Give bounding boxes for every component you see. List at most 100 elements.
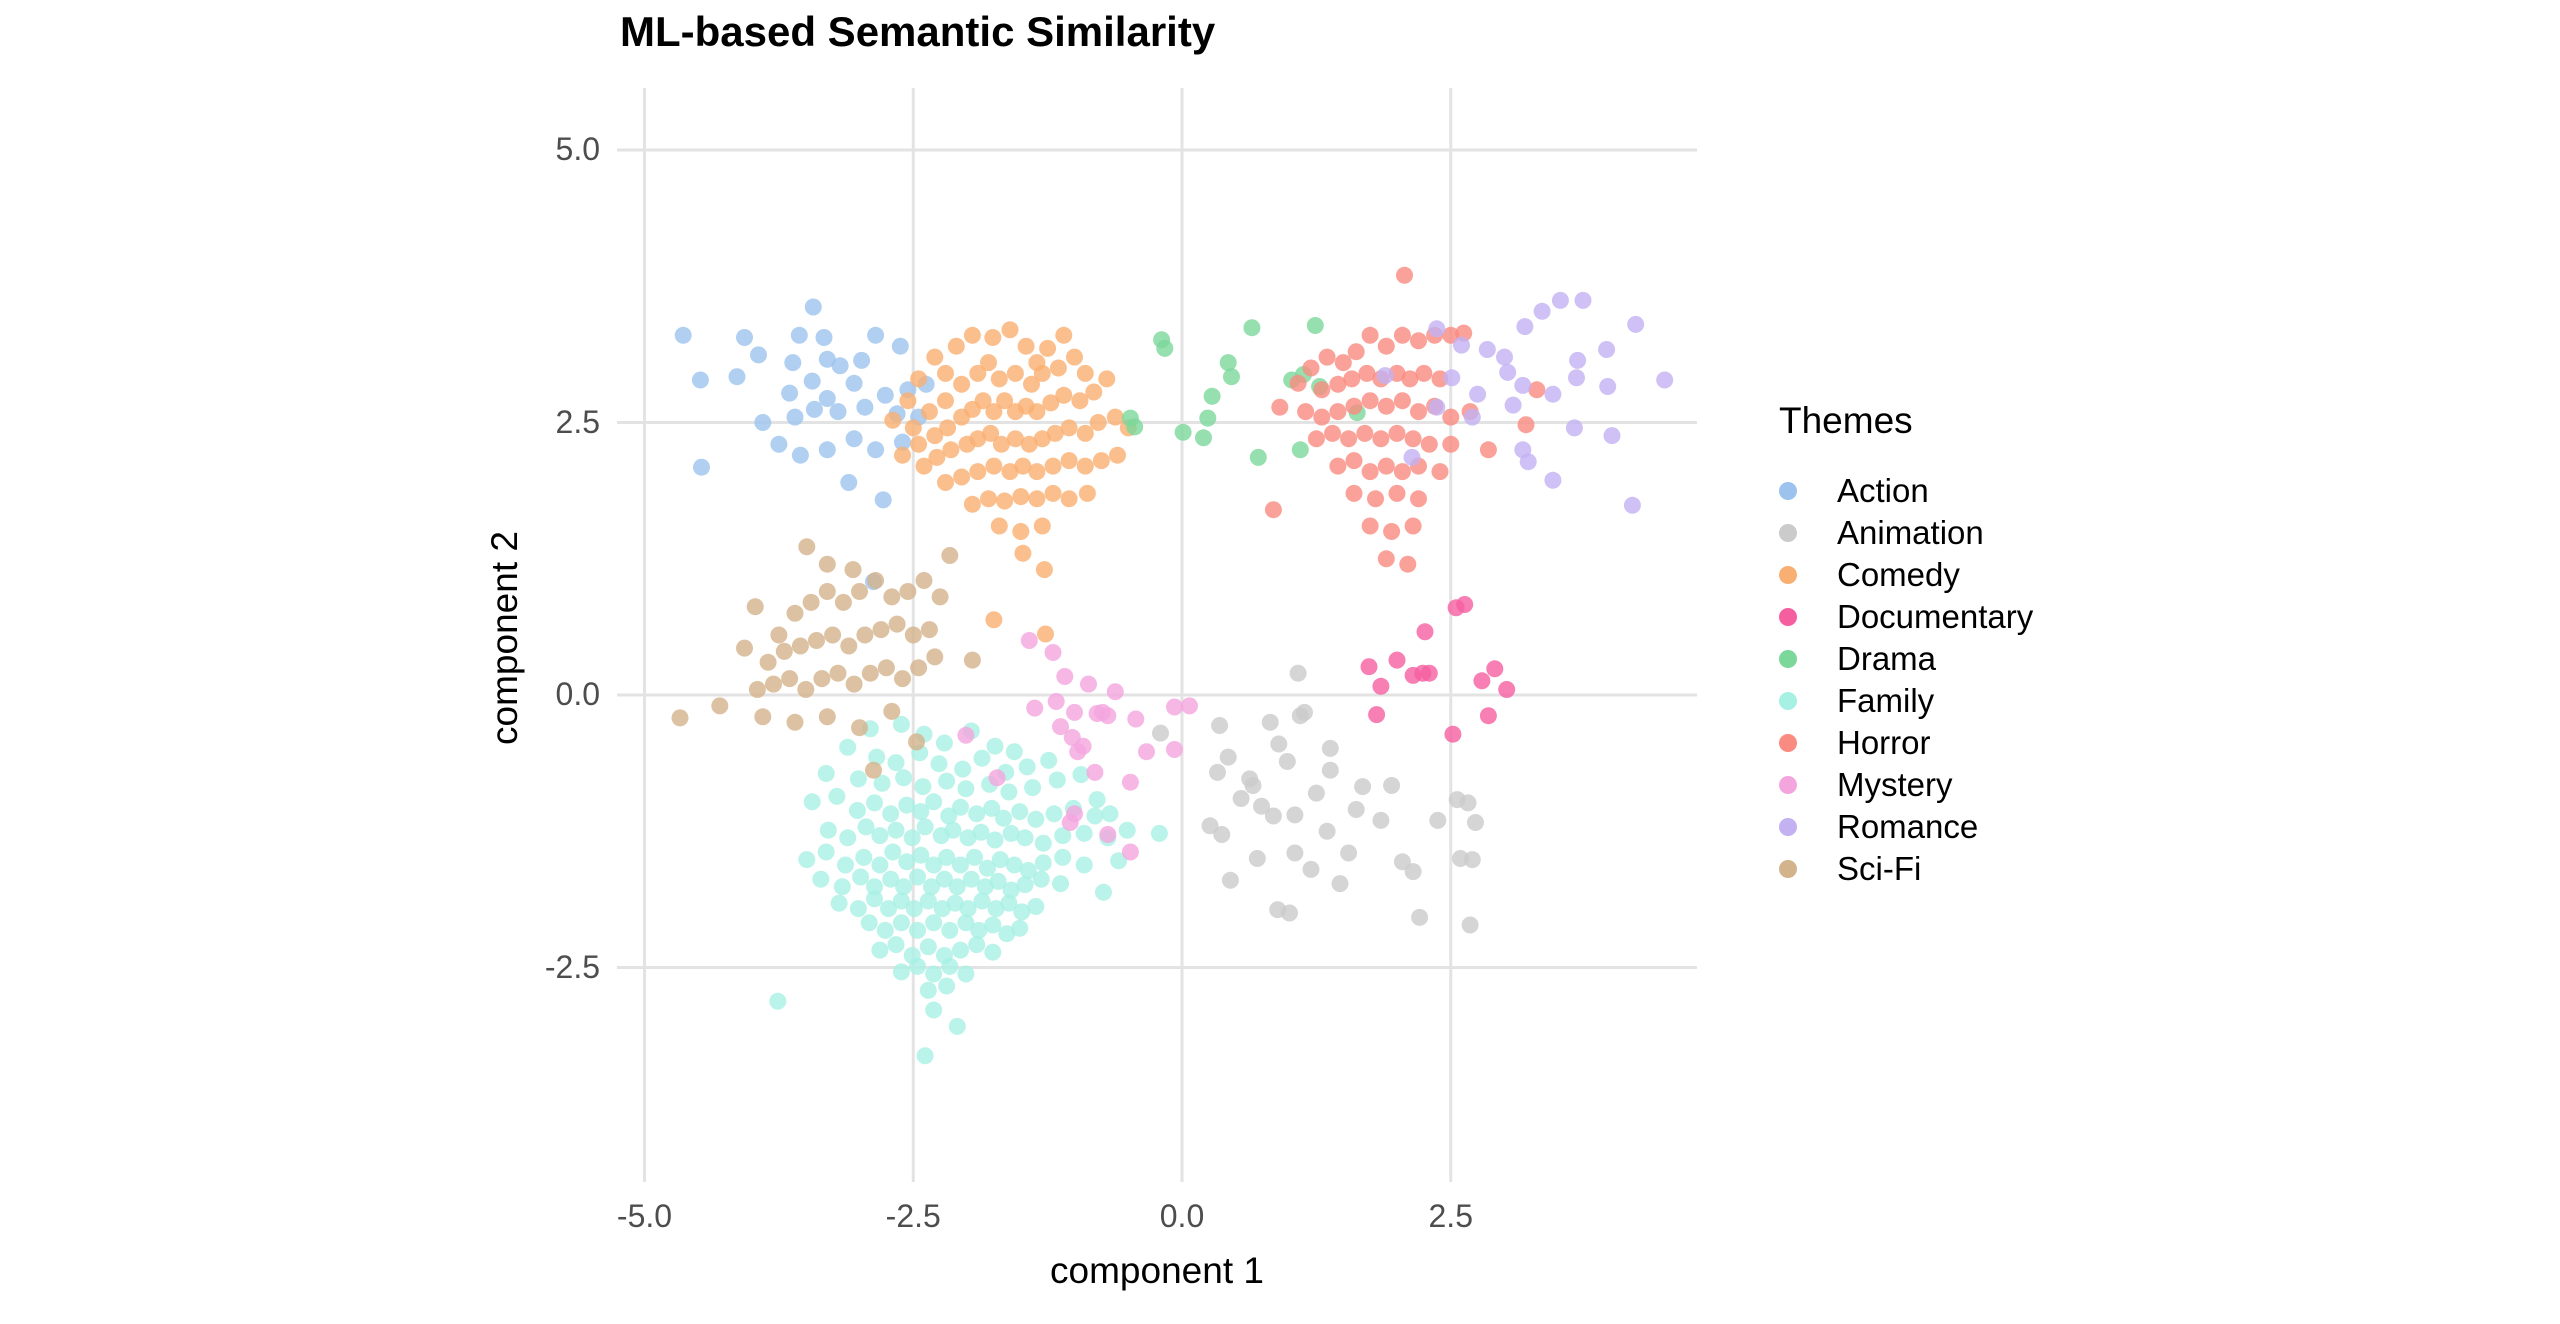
data-point-family: [1088, 791, 1106, 809]
data-point-horror: [1313, 408, 1331, 426]
data-point-family: [1101, 805, 1119, 823]
data-point-comedy: [1001, 321, 1019, 339]
data-point-sci-fi: [781, 670, 799, 688]
y-axis-title: component 2: [484, 531, 525, 745]
data-point-action: [840, 474, 858, 491]
data-point-family: [868, 748, 886, 766]
data-point-horror: [1404, 517, 1422, 535]
data-point-sci-fi: [908, 733, 925, 751]
data-point-horror: [1324, 424, 1341, 442]
data-point-animation: [1278, 753, 1296, 770]
data-point-family: [769, 992, 787, 1010]
data-point-comedy: [1044, 484, 1062, 502]
data-point-sci-fi: [883, 588, 901, 606]
data-point-family: [1011, 919, 1029, 937]
data-point-family: [991, 851, 1009, 869]
data-point-family: [909, 921, 926, 939]
data-point-family: [916, 818, 934, 836]
data-point-comedy: [947, 337, 965, 355]
data-point-romance: [1499, 363, 1517, 381]
data-point-comedy: [1106, 408, 1124, 426]
data-point-romance: [1469, 385, 1487, 403]
y-tick-label: 0.0: [555, 676, 600, 712]
data-point-comedy: [1060, 452, 1078, 470]
data-point-family: [895, 878, 913, 896]
data-point-comedy: [910, 435, 928, 453]
data-point-comedy: [1035, 561, 1053, 579]
data-point-family: [1034, 834, 1052, 852]
data-point-horror: [1271, 398, 1289, 416]
data-point-family: [833, 878, 851, 896]
data-point-action: [845, 430, 863, 448]
data-point-comedy: [985, 457, 1003, 475]
data-point-comedy: [1055, 386, 1073, 404]
data-point-romance: [1428, 320, 1446, 338]
data-point-horror: [1410, 490, 1427, 508]
data-point-family: [849, 770, 867, 788]
data-point-action: [781, 384, 799, 402]
data-point-animation: [1467, 814, 1484, 831]
data-point-animation: [1286, 806, 1304, 824]
data-point-family: [887, 754, 905, 772]
data-point-comedy: [985, 611, 1003, 629]
data-point-family: [848, 802, 866, 819]
data-point-family: [959, 829, 977, 847]
data-point-family: [968, 936, 986, 954]
data-point-comedy: [990, 517, 1008, 535]
data-point-comedy: [1076, 457, 1094, 475]
data-point-horror: [1377, 550, 1395, 568]
data-point-comedy: [884, 411, 902, 429]
data-point-mystery: [1166, 741, 1183, 758]
data-point-mystery: [1044, 644, 1062, 661]
data-point-horror: [1393, 392, 1411, 410]
data-point-comedy: [982, 424, 1000, 442]
data-point-animation: [1264, 807, 1282, 825]
data-point-horror: [1410, 403, 1427, 421]
data-point-comedy: [894, 446, 911, 464]
data-point-action: [770, 435, 788, 453]
data-point-family: [1016, 829, 1034, 847]
data-point-family: [798, 851, 816, 869]
data-point-comedy: [996, 392, 1014, 410]
data-point-mystery: [1086, 763, 1104, 781]
data-point-comedy: [963, 495, 981, 513]
data-point-family: [1000, 894, 1018, 912]
legend-item-mystery: Mystery: [1779, 764, 2033, 806]
data-point-horror: [1442, 326, 1460, 344]
data-point-animation: [1318, 822, 1336, 840]
data-point-documentary: [1473, 672, 1491, 690]
data-point-family: [925, 914, 943, 932]
data-point-romance: [1568, 369, 1585, 387]
data-point-mystery: [1061, 814, 1079, 831]
legend-swatch-icon: [1779, 818, 1797, 836]
data-point-action: [856, 398, 874, 416]
data-point-comedy: [1039, 339, 1057, 357]
data-point-documentary: [1447, 599, 1465, 617]
data-point-family: [968, 805, 986, 823]
data-point-horror: [1361, 392, 1379, 410]
data-point-romance: [1569, 351, 1587, 369]
data-point-sci-fi: [840, 637, 858, 655]
data-point-family: [998, 925, 1016, 943]
data-point-romance: [1496, 348, 1513, 366]
data-point-documentary: [1420, 664, 1438, 682]
data-point-comedy: [915, 457, 933, 475]
data-point-horror: [1377, 397, 1395, 415]
data-point-drama: [1219, 354, 1237, 372]
data-point-mystery: [1127, 710, 1145, 728]
data-point-family: [912, 803, 930, 821]
data-point-family: [983, 799, 1001, 817]
data-point-horror: [1415, 364, 1433, 382]
data-point-romance: [1463, 408, 1481, 426]
data-point-family: [892, 914, 910, 932]
data-point-family: [925, 1001, 943, 1019]
data-point-action: [736, 329, 753, 346]
data-point-family: [941, 921, 959, 939]
data-point-sci-fi: [786, 604, 804, 622]
data-point-family: [925, 856, 943, 874]
data-point-family: [957, 965, 975, 983]
data-point-family: [957, 914, 975, 932]
data-point-family: [873, 774, 891, 792]
x-tick-label: -2.5: [885, 1198, 941, 1234]
data-point-family: [933, 900, 951, 918]
